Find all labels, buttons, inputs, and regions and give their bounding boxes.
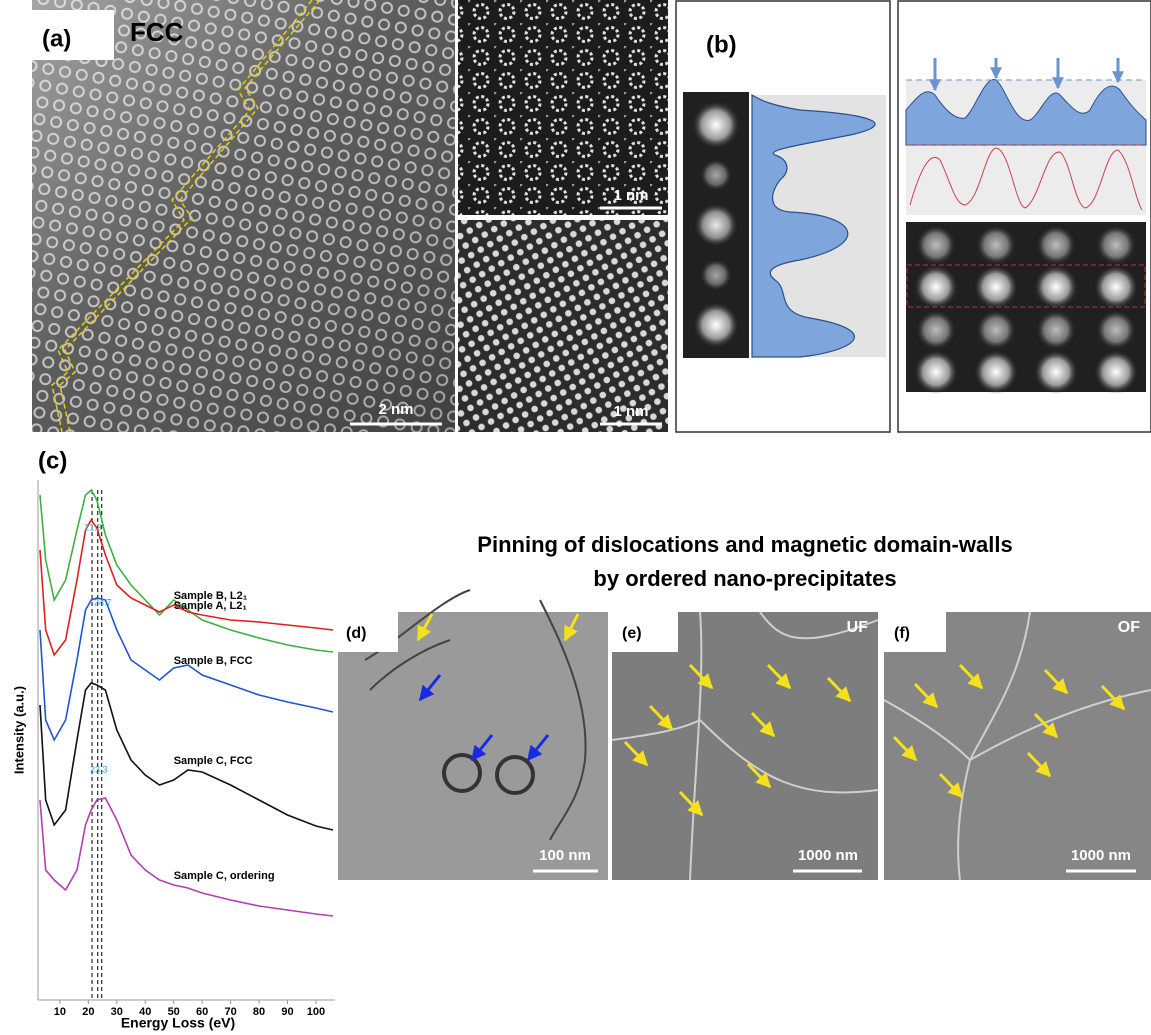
scale-label: 1000 nm [798,847,858,864]
panel-label: (c) [38,447,67,474]
atom-column [693,302,739,348]
x-tick-label: 30 [111,1006,123,1018]
peak-label: 24.7 [94,597,112,607]
image-shading [32,0,455,432]
scale-label: 1000 nm [1071,847,1131,864]
x-tick-label: 90 [281,1006,293,1018]
x-tick-label: 50 [168,1006,180,1018]
x-tick-label: 80 [253,1006,265,1018]
phase-title: FCC [130,17,184,47]
panel-label: (f) [894,625,910,642]
y-axis-title: Intensity (a.u.) [11,686,26,774]
heading-line: by ordered nano-precipitates [593,566,896,591]
heading-line: Pinning of dislocations and magnetic dom… [477,532,1012,557]
series-label: Sample B, FCC [174,655,253,667]
x-tick-label: 100 [307,1006,325,1018]
panel-label: (d) [346,625,366,642]
x-tick-label: 20 [82,1006,94,1018]
panel-label: (a) [42,25,71,52]
series-label: Sample C, FCC [174,755,253,767]
panel-b: (b) [676,1,1151,432]
tem-image [612,612,878,880]
panel-label: (b) [706,31,737,58]
atom-column [692,101,740,149]
peak-label: 23.3 [90,764,108,774]
plot-area [38,460,335,1000]
panel-a: (a) FCC 2 nm 1 nm 1 nm [32,0,668,432]
condition-tag: OF [1118,619,1140,636]
panel-label: (e) [622,625,642,642]
inset-image [458,220,668,432]
atom-column [694,203,738,247]
series-label: Sample C, ordering [174,870,275,882]
peak-label: 21.3 [84,522,102,532]
tem-image [884,612,1151,880]
x-tick-label: 10 [54,1006,66,1018]
condition-tag: UF [847,619,869,636]
panel-d: (d) 100 nm [338,590,608,880]
scale-label: 1 nm [613,187,648,204]
inset-image [458,0,668,215]
x-tick-label: 40 [139,1006,151,1018]
scale-label: 1 nm [613,403,648,420]
atom-column [700,159,732,191]
panel-c: (c) Energy Loss (eV) Intensity (a.u.) 10… [11,440,335,1031]
panel-e: (e) UF 1000 nm [612,612,878,880]
scale-label: 100 nm [539,847,591,864]
atom-column [700,259,732,291]
panel-f: (f) OF 1000 nm [884,612,1151,880]
x-tick-label: 60 [196,1006,208,1018]
scale-label: 2 nm [378,401,413,418]
x-tick-label: 70 [224,1006,236,1018]
series-label: Sample B, L2₁ [174,590,248,602]
figure: (a) FCC 2 nm 1 nm 1 nm (b) (c) Energy Lo… [0,0,1151,1035]
